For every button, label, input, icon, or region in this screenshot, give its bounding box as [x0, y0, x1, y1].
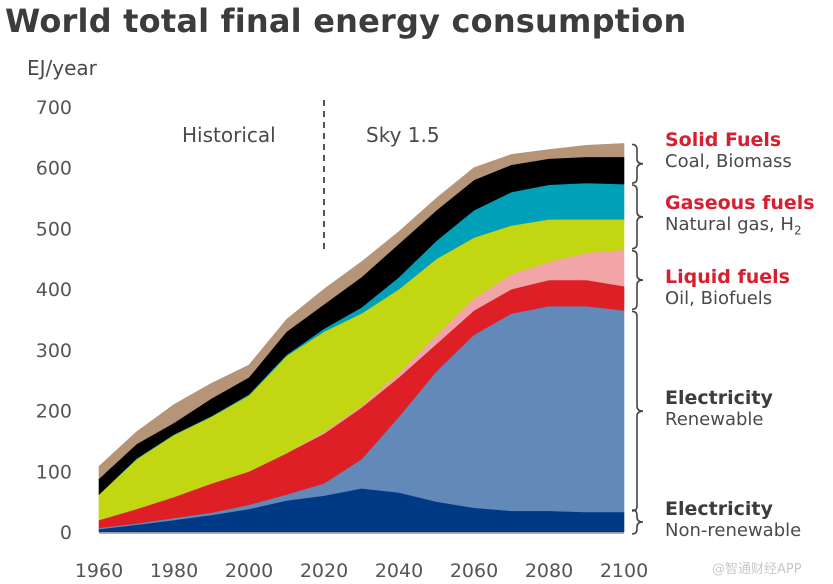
legend-heading: Gaseous fuels — [665, 192, 815, 214]
legend-heading: Solid Fuels — [665, 129, 782, 151]
x-tick-label: 1960 — [75, 560, 123, 582]
x-tick-label: 2000 — [225, 560, 273, 582]
historical-label: Historical — [182, 123, 276, 147]
y-tick-label: 400 — [36, 279, 72, 301]
legend-heading: Electricity — [665, 387, 773, 409]
legend-heading: Liquid fuels — [665, 266, 790, 288]
y-tick-label: 700 — [36, 97, 72, 119]
chart-title: World total final energy consumption — [5, 2, 687, 40]
legend-subtext: Natural gas, H2 — [665, 213, 815, 238]
x-tick-label: 2040 — [375, 560, 423, 582]
x-tick-label: 2060 — [450, 560, 498, 582]
y-tick-label: 0 — [60, 522, 72, 544]
legend-brackets — [631, 143, 644, 535]
legend-subtext-main: Natural gas, H — [665, 213, 794, 235]
bracket-liquid — [631, 249, 644, 311]
y-axis-unit-label: EJ/year — [27, 56, 97, 80]
area-solid-fuels-biomass — [98, 143, 625, 480]
legend-liquid-fuels: Liquid fuels Oil, Biofuels — [665, 266, 790, 310]
legend-electricity-renewable: Electricity Renewable — [665, 387, 773, 431]
x-tick-label: 2100 — [600, 560, 648, 582]
bracket-gaseous — [631, 184, 644, 250]
y-tick-label: 500 — [36, 218, 72, 240]
y-tick-label: 600 — [36, 158, 72, 180]
x-axis-ticks: 1960 1980 2000 2020 2040 2060 2080 2100 — [75, 560, 648, 582]
y-tick-label: 100 — [36, 461, 72, 483]
legend-subtext: Renewable — [665, 408, 764, 430]
watermark: @智通财经APP — [712, 562, 802, 577]
legend-electricity-nonrenewable: Electricity Non-renewable — [665, 498, 802, 542]
legend-solid-fuels: Solid Fuels Coal, Biomass — [665, 129, 792, 173]
subscript: 2 — [793, 223, 802, 238]
bracket-nonrenewable — [631, 509, 644, 535]
legend-subtext: Oil, Biofuels — [665, 287, 773, 309]
legend-heading: Electricity — [665, 498, 773, 520]
legend-gaseous-fuels: Gaseous fuels Natural gas, H2 — [665, 192, 815, 238]
bracket-solid — [631, 143, 644, 184]
legend-subtext: Coal, Biomass — [665, 150, 792, 172]
y-axis-ticks: 0 100 200 300 400 500 600 700 — [36, 97, 72, 544]
y-tick-label: 300 — [36, 340, 72, 362]
x-tick-label: 1980 — [150, 560, 198, 582]
x-tick-label: 2020 — [300, 560, 348, 582]
scenario-label: Sky 1.5 — [366, 123, 440, 147]
y-tick-label: 200 — [36, 401, 72, 423]
legend-subtext: Non-renewable — [665, 519, 802, 541]
bracket-renewable — [631, 310, 644, 512]
area-layers — [98, 143, 625, 533]
x-tick-label: 2080 — [525, 560, 573, 582]
